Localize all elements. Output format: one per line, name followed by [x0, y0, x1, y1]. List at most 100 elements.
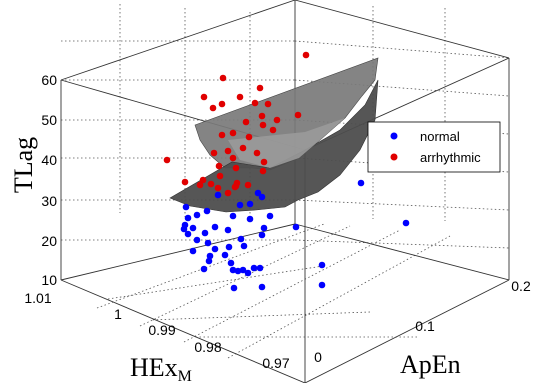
point-normal-39 [258, 283, 266, 291]
point-arrhythmic-26 [216, 172, 224, 180]
point-normal-45 [402, 219, 410, 227]
point-normal-17 [260, 224, 268, 232]
y-tick-label: 0 [314, 349, 322, 365]
y-tick-label: 0.1 [415, 318, 435, 334]
legend-marker-normal [390, 132, 398, 140]
point-normal-8 [229, 212, 237, 220]
x-tick-label: 0.97 [262, 355, 289, 371]
point-arrhythmic-15 [218, 131, 226, 139]
point-normal-6 [203, 207, 211, 215]
point-normal-13 [189, 224, 197, 232]
point-arrhythmic-19 [253, 149, 261, 157]
z-tick-label: 50 [41, 112, 57, 128]
point-arrhythmic-12 [259, 121, 267, 129]
point-normal-28 [206, 252, 214, 260]
y-tick-label: 0.2 [511, 278, 531, 294]
z-tick-label: 60 [41, 72, 57, 88]
point-normal-44 [357, 179, 365, 187]
point-normal-25 [240, 242, 248, 250]
point-normal-16 [224, 226, 232, 234]
point-arrhythmic-24 [163, 156, 171, 164]
point-normal-7 [193, 211, 201, 219]
point-arrhythmic-23 [245, 133, 253, 141]
point-arrhythmic-21 [232, 164, 240, 172]
series-arrhythmic-points [163, 51, 310, 197]
x-tick-label: 1.01 [24, 290, 51, 306]
point-arrhythmic-34 [244, 181, 252, 189]
legend-label-normal: normal [420, 129, 460, 144]
point-arrhythmic-36 [181, 178, 189, 186]
z-tick-label: 40 [41, 152, 57, 168]
point-arrhythmic-17 [224, 147, 232, 155]
point-arrhythmic-11 [269, 126, 277, 134]
point-normal-42 [318, 261, 326, 269]
point-normal-35 [239, 266, 247, 274]
point-normal-21 [193, 236, 201, 244]
x-axis-ticks: 1.01 1 0.99 0.98 0.97 [24, 290, 289, 371]
point-arrhythmic-33 [231, 183, 239, 191]
point-arrhythmic-25 [260, 158, 268, 166]
point-normal-43 [318, 281, 326, 289]
point-normal-37 [244, 269, 252, 277]
point-normal-5 [182, 203, 190, 211]
point-arrhythmic-18 [229, 154, 237, 162]
point-arrhythmic-8 [251, 99, 259, 107]
z-tick-label: 30 [41, 193, 57, 209]
point-normal-9 [184, 214, 192, 222]
point-arrhythmic-14 [242, 118, 250, 126]
point-arrhythmic-7 [264, 100, 272, 108]
point-normal-10 [246, 215, 254, 223]
point-normal-33 [256, 264, 264, 272]
legend: normal arrhythmic [367, 121, 501, 173]
legend-marker-arrhythmic [390, 153, 398, 161]
point-normal-32 [229, 266, 237, 274]
point-arrhythmic-38 [229, 129, 237, 137]
point-arrhythmic-9 [294, 111, 302, 119]
point-arrhythmic-27 [207, 180, 215, 188]
x-axis-title: HExM [130, 353, 192, 383]
point-normal-11 [266, 212, 274, 220]
point-normal-40 [230, 284, 238, 292]
legend-label-arrhythmic: arrhythmic [420, 150, 481, 165]
point-normal-22 [237, 235, 245, 243]
point-normal-15 [180, 225, 188, 233]
x-tick-label: 1 [114, 306, 122, 322]
point-normal-3 [236, 201, 244, 209]
point-arrhythmic-22 [215, 162, 223, 170]
z-tick-label: 10 [41, 272, 57, 288]
point-normal-31 [227, 259, 235, 267]
z-tick-label: 20 [41, 233, 57, 249]
point-arrhythmic-2 [219, 74, 227, 82]
point-normal-36 [234, 267, 242, 275]
x-axis-title-sub: M [178, 368, 192, 383]
y-axis-ticks: 0 0.1 0.2 [314, 278, 531, 365]
point-arrhythmic-13 [273, 116, 281, 124]
fitted-surface [169, 57, 379, 213]
point-arrhythmic-5 [236, 93, 244, 101]
point-normal-2 [258, 193, 266, 201]
point-arrhythmic-0 [302, 51, 310, 59]
point-arrhythmic-1 [256, 84, 264, 92]
legend-box [367, 121, 501, 173]
point-arrhythmic-16 [239, 144, 247, 152]
point-normal-20 [201, 229, 209, 237]
point-arrhythmic-20 [210, 149, 218, 157]
point-normal-0 [254, 189, 262, 197]
z-axis-title: TLag [9, 137, 38, 193]
point-arrhythmic-35 [199, 176, 207, 184]
point-normal-1 [214, 191, 222, 199]
x-axis-title-main: HEx [130, 353, 178, 382]
point-normal-26 [211, 245, 219, 253]
x-tick-label: 0.99 [148, 322, 175, 338]
point-arrhythmic-37 [259, 167, 267, 175]
point-arrhythmic-28 [196, 181, 204, 189]
point-normal-27 [189, 247, 197, 255]
point-arrhythmic-32 [224, 189, 232, 197]
axis-box [60, 0, 510, 383]
point-normal-29 [221, 251, 229, 259]
point-normal-30 [205, 257, 213, 265]
point-arrhythmic-6 [209, 104, 217, 112]
point-arrhythmic-4 [218, 100, 226, 108]
point-normal-18 [184, 230, 192, 238]
